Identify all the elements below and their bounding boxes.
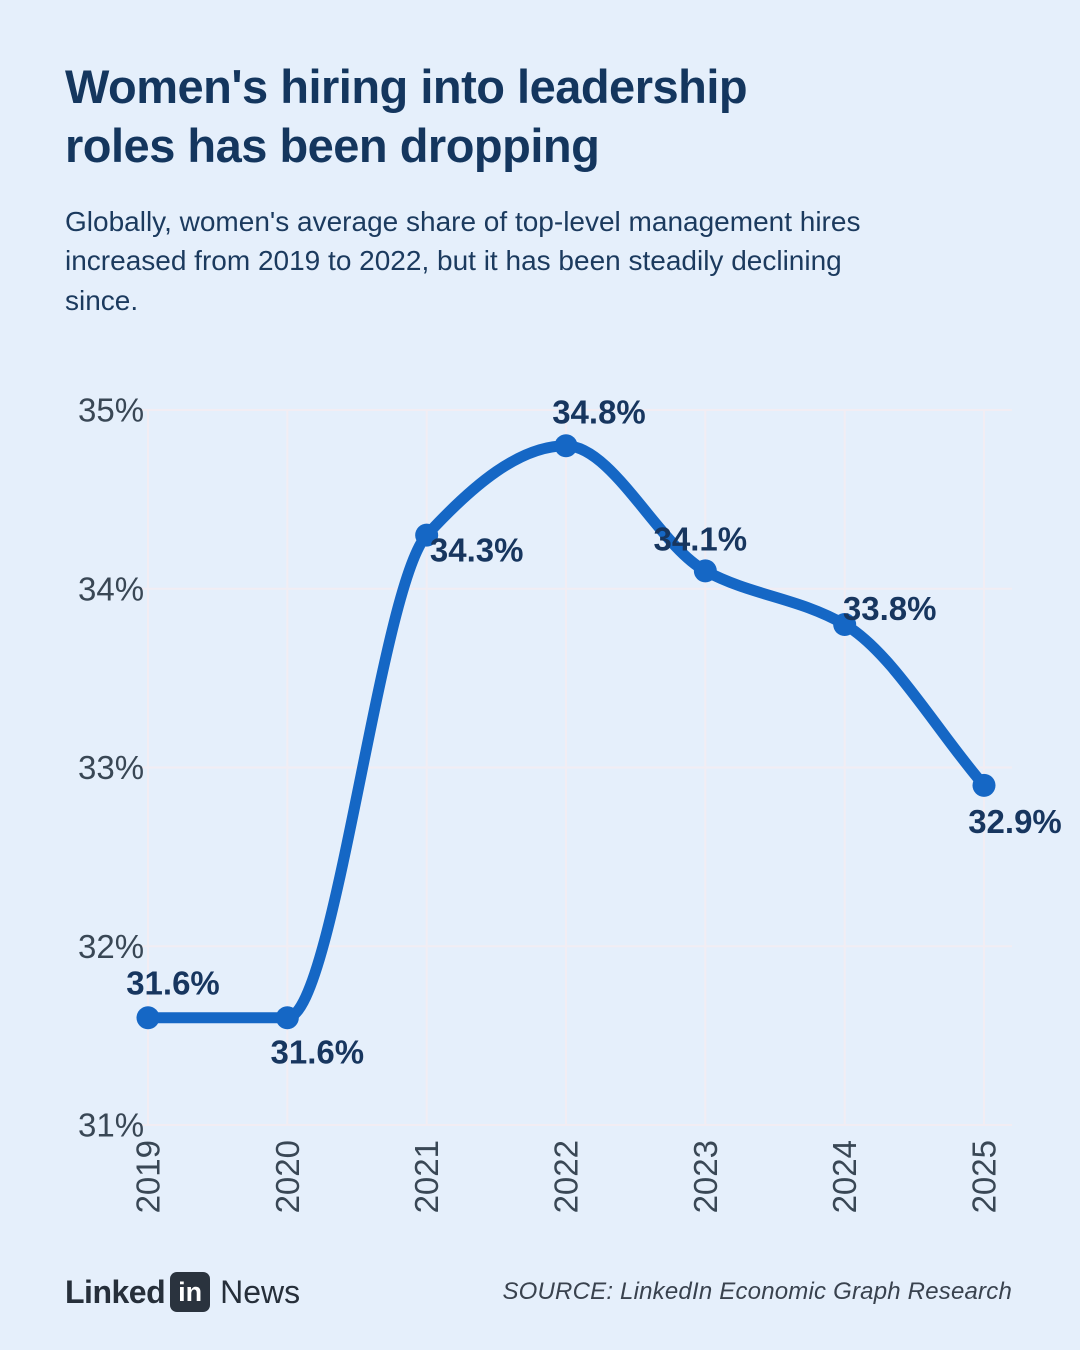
linkedin-in-icon: in (170, 1272, 211, 1312)
x-axis-tick-2024: 2024 (826, 1140, 863, 1213)
x-axis-tick-2019: 2019 (130, 1140, 167, 1213)
logo-news-text: News (220, 1273, 301, 1310)
linkedin-news-logo: Linked in News (65, 1272, 300, 1312)
x-axis-tick-2020: 2020 (269, 1140, 306, 1213)
x-axis-tick-2022: 2022 (548, 1140, 585, 1213)
footer: Linked in News SOURCE: LinkedIn Economic… (65, 1264, 1012, 1320)
y-axis-tick-34%: 34% (78, 570, 144, 607)
data-point-label-2020: 31.6% (271, 1033, 365, 1070)
data-point-label-2023: 34.1% (654, 520, 748, 557)
chart-subtitle: Globally, women's average share of top-l… (65, 205, 861, 317)
data-point-2024 (833, 613, 857, 636)
data-point-2019 (136, 1006, 160, 1030)
data-point-2021 (415, 523, 439, 547)
source-credit: SOURCE: LinkedIn Economic Graph Research (502, 1278, 1012, 1305)
header: Women's hiring into leadership roles has… (65, 58, 925, 321)
x-axis-tick-2021: 2021 (408, 1140, 445, 1213)
data-point-2023 (693, 559, 717, 583)
data-point-label-2019: 31.6% (126, 964, 220, 1001)
data-point-label-2025: 32.9% (968, 803, 1062, 840)
y-axis-tick-31%: 31% (78, 1107, 144, 1144)
y-axis-tick-32%: 32% (78, 928, 144, 965)
y-axis-tick-35%: 35% (78, 392, 144, 429)
data-point-label-2024: 33.8% (843, 590, 937, 627)
data-point-2022 (554, 434, 578, 458)
data-point-2025 (972, 773, 996, 797)
data-point-label-2021: 34.3% (430, 532, 524, 569)
data-point-2020 (275, 1006, 299, 1030)
x-axis-tick-2023: 2023 (687, 1140, 724, 1213)
chart-title: Women's hiring into leadership roles has… (65, 60, 748, 172)
logo-linked-text: Linked (65, 1273, 166, 1310)
y-axis-tick-33%: 33% (78, 749, 144, 786)
x-axis-tick-2025: 2025 (966, 1140, 1003, 1213)
data-point-label-2022: 34.8% (552, 393, 646, 430)
